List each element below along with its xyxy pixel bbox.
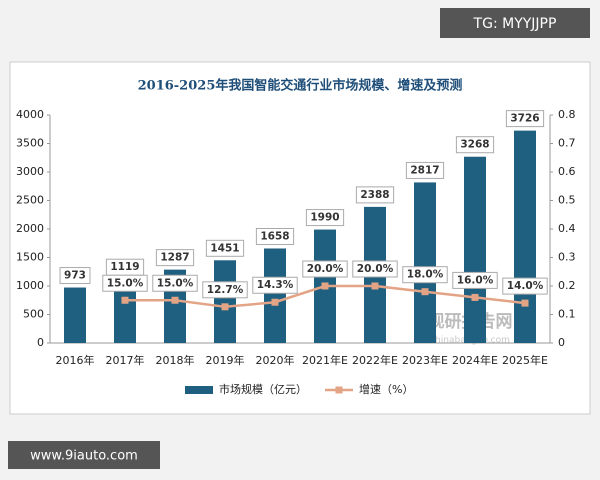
x-tick-label: 2021年E bbox=[302, 353, 348, 367]
y-tick-label: 0 bbox=[37, 336, 44, 349]
line-value-label: 14.3% bbox=[257, 279, 294, 291]
bar-value-label: 2817 bbox=[410, 164, 439, 176]
line-marker bbox=[171, 296, 179, 304]
line-marker bbox=[521, 299, 529, 307]
line-value-label-box bbox=[502, 277, 548, 295]
line-value-label-box bbox=[202, 281, 248, 299]
x-tick-label: 2025年E bbox=[502, 353, 548, 367]
line-marker bbox=[271, 298, 279, 306]
y2-tick-label: 0.4 bbox=[558, 222, 576, 235]
bar-value-label: 1990 bbox=[310, 212, 339, 224]
line-value-label: 20.0% bbox=[307, 263, 344, 275]
bar-value-label-box bbox=[305, 209, 345, 227]
bar-value-label-box bbox=[155, 249, 195, 267]
watermark: TG: MYYJJPP bbox=[473, 16, 557, 32]
bar bbox=[114, 279, 136, 343]
line-marker bbox=[221, 303, 229, 311]
bar-value-label-box bbox=[255, 227, 295, 245]
y2-tick-label: 0.8 bbox=[558, 108, 576, 121]
line-value-label: 15.0% bbox=[157, 277, 194, 289]
bar bbox=[414, 182, 436, 343]
line-marker bbox=[371, 282, 379, 290]
line-value-label-box bbox=[102, 274, 148, 292]
bar-value-label: 3726 bbox=[510, 113, 539, 125]
y-tick-label: 3000 bbox=[16, 165, 44, 178]
bar-value-label-box bbox=[455, 136, 495, 154]
bar-value-label-box bbox=[205, 239, 245, 257]
y-tick-label: 3500 bbox=[16, 137, 44, 150]
line-value-label: 12.7% bbox=[207, 284, 244, 296]
legend-label: 市场规模（亿元） bbox=[219, 382, 307, 396]
bar-value-label: 973 bbox=[64, 270, 86, 282]
bar bbox=[464, 156, 486, 343]
bar-value-label-box bbox=[355, 186, 395, 204]
bar-value-label-box bbox=[505, 110, 545, 128]
bar-value-label-box bbox=[59, 267, 91, 285]
y2-tick-label: 0.5 bbox=[558, 194, 576, 207]
x-tick-label: 2016年 bbox=[56, 353, 95, 367]
y-tick-label: 1500 bbox=[16, 251, 44, 264]
line-marker bbox=[321, 282, 329, 290]
chart-panel bbox=[9, 61, 591, 415]
bar bbox=[264, 248, 286, 343]
line-value-label-box bbox=[252, 276, 298, 294]
y-tick-label: 4000 bbox=[16, 108, 44, 121]
y2-tick-label: 0.6 bbox=[558, 165, 576, 178]
watermark: www.9iauto.com bbox=[30, 449, 138, 464]
legend-swatch bbox=[335, 386, 343, 394]
y2-tick-label: 0.3 bbox=[558, 251, 576, 264]
bar-value-label-box bbox=[405, 161, 445, 179]
watermark-box bbox=[8, 441, 160, 469]
bar bbox=[214, 260, 236, 343]
y-tick-label: 2500 bbox=[16, 194, 44, 207]
line-value-label: 16.0% bbox=[457, 274, 494, 286]
chart-title: 2016-2025年我国智能交通行业市场规模、增速及预测 bbox=[138, 78, 463, 94]
bar-value-label: 2388 bbox=[360, 189, 389, 201]
line-marker bbox=[471, 293, 479, 301]
x-tick-label: 2023年E bbox=[402, 353, 448, 367]
bar-value-label: 1658 bbox=[260, 230, 289, 242]
bar-value-label: 1119 bbox=[110, 261, 139, 273]
line-value-label-box bbox=[402, 266, 448, 284]
y2-tick-label: 0.2 bbox=[558, 279, 576, 292]
line-value-label-box bbox=[352, 260, 398, 278]
y-tick-label: 1000 bbox=[16, 279, 44, 292]
y-tick-label: 2000 bbox=[16, 222, 44, 235]
line-value-label: 20.0% bbox=[357, 263, 394, 275]
bar-value-label: 3268 bbox=[460, 139, 489, 151]
bar bbox=[64, 287, 86, 343]
line-marker bbox=[121, 296, 129, 304]
x-tick-label: 2019年 bbox=[206, 353, 245, 367]
legend-swatch bbox=[185, 386, 213, 394]
y-tick-label: 500 bbox=[23, 308, 44, 321]
x-tick-label: 2020年 bbox=[256, 353, 295, 367]
line-value-label: 14.0% bbox=[507, 280, 544, 292]
bar bbox=[514, 130, 536, 343]
bar-value-label: 1451 bbox=[210, 242, 239, 254]
line-value-label-box bbox=[302, 260, 348, 278]
x-tick-label: 2017年 bbox=[106, 353, 145, 367]
line-value-label: 18.0% bbox=[407, 269, 444, 281]
x-tick-label: 2022年E bbox=[352, 353, 398, 367]
y2-tick-label: 0 bbox=[558, 336, 565, 349]
x-tick-label: 2018年 bbox=[156, 353, 195, 367]
line-value-label-box bbox=[452, 271, 498, 289]
legend-label: 增速（%） bbox=[359, 382, 413, 396]
line-marker bbox=[421, 288, 429, 296]
line-value-label: 15.0% bbox=[107, 277, 144, 289]
x-tick-label: 2024年E bbox=[452, 353, 498, 367]
y2-tick-label: 0.7 bbox=[558, 137, 576, 150]
watermark-box bbox=[440, 8, 590, 38]
bar-value-label: 1287 bbox=[160, 252, 189, 264]
line-value-label-box bbox=[152, 274, 198, 292]
y2-tick-label: 0.1 bbox=[558, 308, 576, 321]
